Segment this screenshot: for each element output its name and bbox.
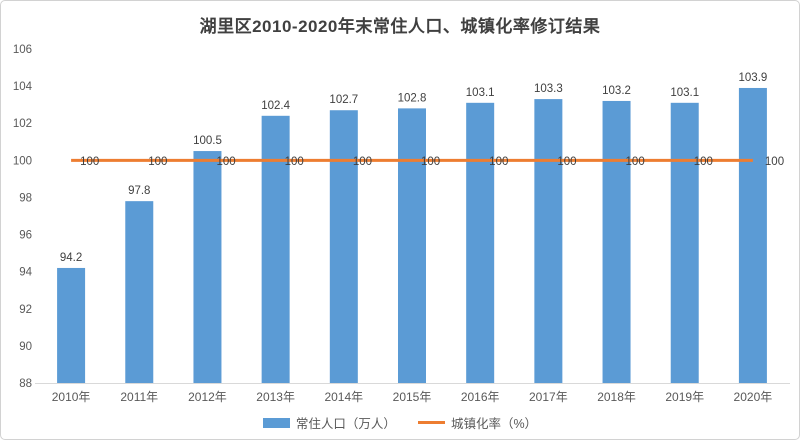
line-data-label: 100 (765, 156, 784, 168)
y-axis-tick-label: 106 (13, 44, 32, 56)
bar-data-label: 102.8 (398, 92, 427, 104)
x-axis-tick-label: 2016年 (461, 390, 500, 404)
line-series-swatch-icon (417, 421, 445, 424)
x-axis-tick-label: 2017年 (529, 390, 568, 404)
bar-data-label: 103.1 (670, 87, 699, 99)
x-axis-tick-label: 2010年 (52, 390, 91, 404)
line-data-label: 100 (353, 156, 372, 168)
x-axis-tick-label: 2015年 (393, 390, 432, 404)
x-axis-tick-label: 2012年 (188, 390, 227, 404)
x-axis-tick-label: 2020年 (734, 390, 773, 404)
chart-title: 湖里区2010-2020年末常住人口、城镇化率修订结果 (199, 17, 601, 36)
line-data-label: 100 (421, 156, 440, 168)
bar-data-label: 102.7 (329, 94, 358, 106)
y-axis-tick-label: 88 (19, 378, 32, 390)
line-data-label: 100 (557, 156, 576, 168)
chart-legend: 常住人口（万人） 城镇化率（%） (1, 413, 799, 432)
bar-2010年 (57, 267, 86, 383)
line-data-label: 100 (80, 156, 99, 168)
bar-2011年 (125, 201, 154, 383)
y-axis-tick-label: 100 (13, 155, 32, 167)
bar-data-label: 100.5 (193, 135, 222, 147)
bar-data-label: 103.1 (466, 87, 495, 99)
x-axis-tick-label: 2019年 (665, 390, 704, 404)
bar-series-swatch-icon (262, 417, 290, 428)
legend-label-population: 常住人口（万人） (295, 417, 396, 431)
y-axis-tick-label: 96 (19, 230, 32, 242)
bar-2018年 (602, 100, 631, 383)
x-axis-tick-label: 2018年 (597, 390, 636, 404)
line-data-label: 100 (694, 156, 713, 168)
line-data-label: 100 (216, 156, 235, 168)
bar-2012年 (193, 151, 222, 383)
bar-data-label: 103.9 (739, 72, 768, 84)
bar-2014年 (329, 110, 358, 383)
bar-data-label: 97.8 (128, 185, 150, 197)
y-axis-tick-label: 94 (19, 267, 32, 279)
y-axis-tick-label: 92 (19, 304, 32, 316)
x-axis-tick-label: 2014年 (324, 390, 363, 404)
bar-2016年 (466, 102, 495, 384)
y-axis-tick-label: 90 (19, 341, 32, 353)
bar-2020年 (738, 87, 767, 383)
y-axis-tick-label: 98 (19, 192, 32, 204)
bar-data-label: 94.2 (60, 252, 82, 264)
x-axis-tick-label: 2013年 (256, 390, 295, 404)
x-axis-tick-label: 2011年 (120, 390, 158, 404)
legend-label-urbanization: 城镇化率（%） (450, 417, 538, 431)
y-axis-tick-label: 104 (13, 81, 33, 93)
bar-data-label: 102.4 (261, 100, 290, 112)
bar-data-label: 103.3 (534, 83, 563, 95)
legend-item-population: 常住人口（万人） (262, 413, 396, 432)
bar-2015年 (398, 108, 426, 383)
line-data-label: 100 (148, 156, 167, 168)
line-data-label: 100 (285, 156, 304, 168)
legend-item-urbanization: 城镇化率（%） (404, 413, 537, 432)
line-data-label: 100 (626, 156, 645, 168)
y-axis-tick-label: 102 (13, 118, 32, 130)
line-data-label: 100 (489, 156, 508, 168)
bar-2019年 (670, 102, 699, 384)
bar-2017年 (534, 99, 563, 383)
bar-data-label: 103.2 (602, 85, 631, 97)
